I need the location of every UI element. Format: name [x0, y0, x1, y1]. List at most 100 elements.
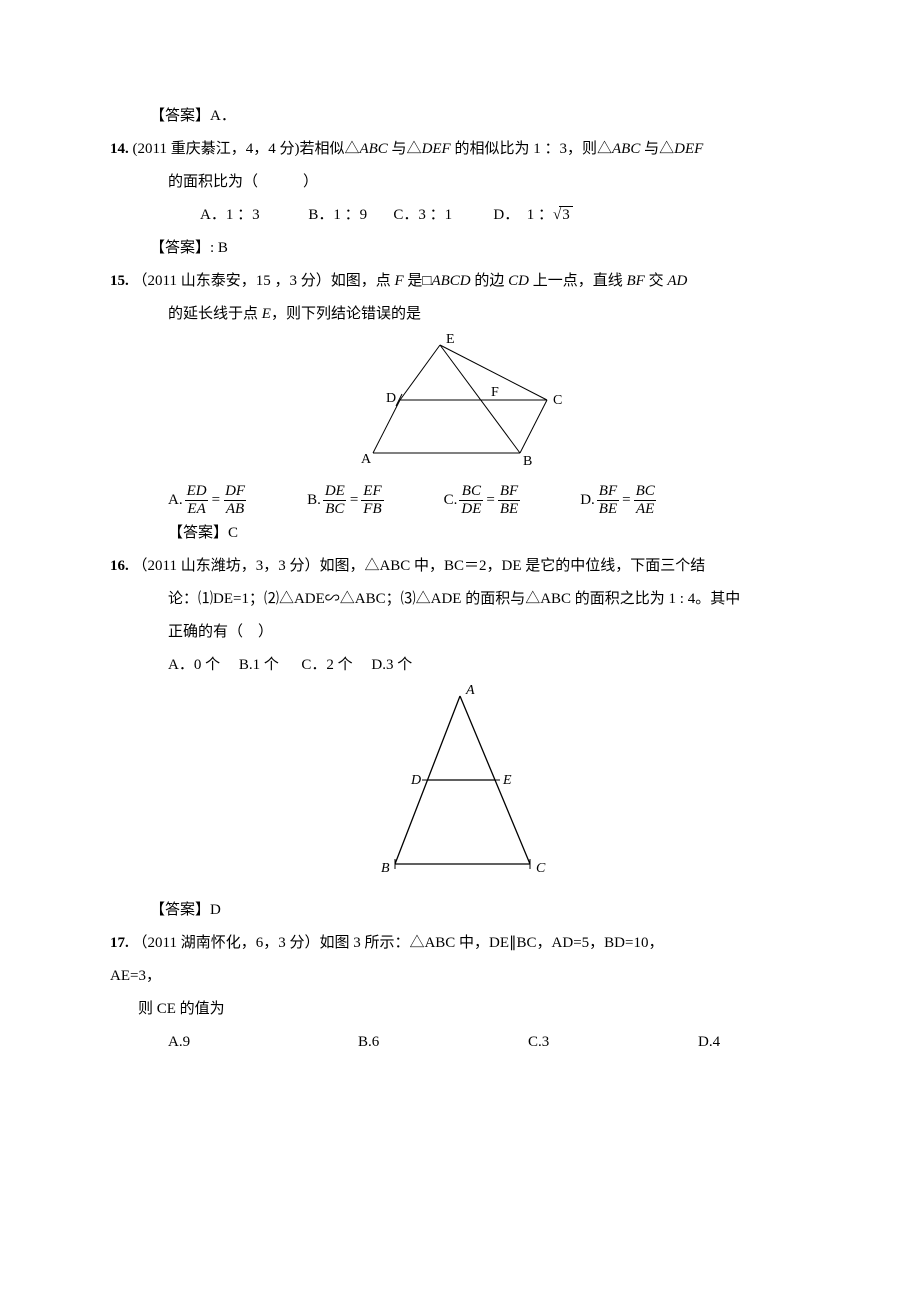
q14-optC: C．3 ：1	[393, 207, 452, 223]
q14-answer: 【答案】: B	[150, 232, 810, 265]
q15-b: 是□	[404, 273, 432, 289]
svg-text:E: E	[502, 773, 512, 788]
q15-answer: 【答案】C	[168, 517, 810, 550]
optC-n1: BC	[460, 483, 483, 500]
q14-stem: 14. (2011 重庆綦江，4，4 分)若相似△ABC 与△DEF 的相似比为…	[110, 133, 810, 166]
prev-answer: 【答案】A．	[150, 100, 810, 133]
q15-optC: C. BCDE = BFBE	[444, 483, 523, 517]
q17-stem2: AE=3，	[110, 960, 810, 993]
q14-optD-pre: D． 1 ：	[493, 207, 553, 223]
q15-optA: A. EDEA = DFAB	[168, 483, 249, 517]
optD-d1: BE	[597, 500, 619, 518]
q16-stem: 16. （2011 山东潍坊，3，3 分）如图，△ABC 中，BC＝2，DE 是…	[110, 550, 810, 583]
svg-text:A: A	[361, 452, 372, 467]
q15-optD: D. BFBE = BCAE	[580, 483, 659, 517]
q16-optC: C．2 个	[301, 657, 352, 673]
q16-optD: D.3 个	[371, 657, 412, 673]
q16-source: （2011 山东潍坊，3，3 分）	[133, 558, 320, 574]
triangle-midline-diagram: A B C D E	[360, 686, 560, 886]
q16-options: A．0 个 B.1 个 C．2 个 D.3 个	[168, 649, 810, 682]
q17-num: 17.	[110, 935, 129, 951]
q15-num: 15.	[110, 273, 129, 289]
q16-optB: B.1 个	[239, 657, 279, 673]
svg-text:D: D	[410, 773, 421, 788]
q15-E: E	[262, 306, 271, 322]
q15-CD: CD	[508, 273, 529, 289]
svg-text:A: A	[465, 683, 475, 698]
q14-a: 若相似△	[299, 141, 359, 157]
q15-d: 上一点，直线	[529, 273, 627, 289]
svg-text:F: F	[491, 385, 499, 400]
svg-text:B: B	[523, 454, 532, 469]
q15-optB: B. DEBC = EFFB	[307, 483, 386, 517]
optA-n2: DF	[223, 483, 247, 500]
q17-cont: 则 CE 的值为	[138, 993, 810, 1026]
q16-stem-text: 如图，△ABC 中，BC＝2，DE 是它的中位线，下面三个结	[319, 558, 705, 574]
q14-optB: B．1 ：9	[308, 207, 367, 223]
q16-ans: D	[210, 902, 221, 918]
optA-d2: AB	[224, 500, 246, 518]
q15-ABCD: ABCD	[431, 273, 470, 289]
q14-b: 与△	[388, 141, 422, 157]
optC-d2: BE	[498, 500, 520, 518]
q16-num: 16.	[110, 558, 129, 574]
optD-n2: BC	[634, 483, 657, 500]
q14-def2: DEF	[674, 141, 703, 157]
q17-source: （2011 湖南怀化，6，3 分）	[133, 935, 320, 951]
q14-source: (2011 重庆綦江，4，4 分)	[133, 141, 300, 157]
q14-ans-label: 【答案】:	[150, 240, 214, 256]
q15-stem: 15. （2011 山东泰安，15 ，3 分）如图，点 F 是□ABCD 的边 …	[110, 265, 810, 298]
optA-label: A.	[168, 484, 183, 517]
q15-BF: BF	[627, 273, 645, 289]
q14-optD-rad: 3	[559, 206, 573, 223]
q14-d: 与△	[640, 141, 674, 157]
optD-d2: AE	[634, 500, 656, 518]
q15-figure: A B C D E F	[110, 335, 810, 475]
eq-icon: =	[212, 484, 220, 517]
optB-n2: EF	[361, 483, 383, 500]
ans-label: 【答案】	[150, 108, 210, 124]
q14-cont: 的面积比为（ ）	[168, 166, 810, 199]
optC-label: C.	[444, 484, 458, 517]
svg-text:D: D	[386, 391, 396, 406]
q15-ans-label: 【答案】	[168, 525, 228, 541]
q15-cont2: ，则下列结论错误的是	[271, 306, 421, 322]
q14-options: A．1 ：3 B．1 ：9 C．3 ：1 D． 1 ：√3	[200, 199, 810, 232]
q15-cont1: 的延长线于点	[168, 306, 262, 322]
optD-label: D.	[580, 484, 595, 517]
optA-n1: ED	[185, 483, 209, 500]
q15-F: F	[394, 273, 403, 289]
q15-c: 的边	[471, 273, 509, 289]
ans-value: A．	[210, 108, 236, 124]
q15-source: （2011 山东泰安，15 ，3 分）	[133, 273, 331, 289]
q15-a: 如图，点	[331, 273, 395, 289]
parallelogram-diagram: A B C D E F	[355, 335, 565, 475]
q14-abc: ABC	[359, 141, 387, 157]
q16-answer: 【答案】D	[150, 894, 810, 927]
optB-label: B.	[307, 484, 321, 517]
q15-cont: 的延长线于点 E，则下列结论错误的是	[168, 298, 810, 331]
q14-num: 14.	[110, 141, 129, 157]
q14-ans: B	[218, 240, 228, 256]
q17-optC: C.3	[528, 1026, 698, 1059]
svg-text:C: C	[536, 861, 546, 876]
q17-stem: 17. （2011 湖南怀化，6，3 分）如图 3 所示：△ABC 中，DE∥B…	[110, 927, 810, 960]
svg-text:E: E	[446, 332, 455, 347]
optC-d1: DE	[459, 500, 483, 518]
q14-c: 的相似比为 1 ：3，则△	[451, 141, 612, 157]
q16-cont2: 正确的有（ ）	[168, 616, 810, 649]
optB-n1: DE	[323, 483, 347, 500]
svg-text:B: B	[381, 861, 390, 876]
q16-ans-label: 【答案】	[150, 902, 210, 918]
q17-optA: A.9	[168, 1026, 358, 1059]
q15-ans: C	[228, 525, 238, 541]
q16-cont: 论：⑴DE=1；⑵△ADE∽△ABC；⑶△ADE 的面积与△ABC 的面积之比为…	[168, 583, 810, 616]
q15-e: 交	[645, 273, 668, 289]
svg-text:C: C	[553, 393, 562, 408]
q14-def: DEF	[422, 141, 451, 157]
q14-optA: A．1 ：3	[200, 207, 260, 223]
q17-options: A.9 B.6 C.3 D.4	[168, 1026, 810, 1059]
q16-optA: A．0 个	[168, 657, 220, 673]
optC-n2: BF	[498, 483, 520, 500]
q16-figure: A B C D E	[110, 686, 810, 886]
